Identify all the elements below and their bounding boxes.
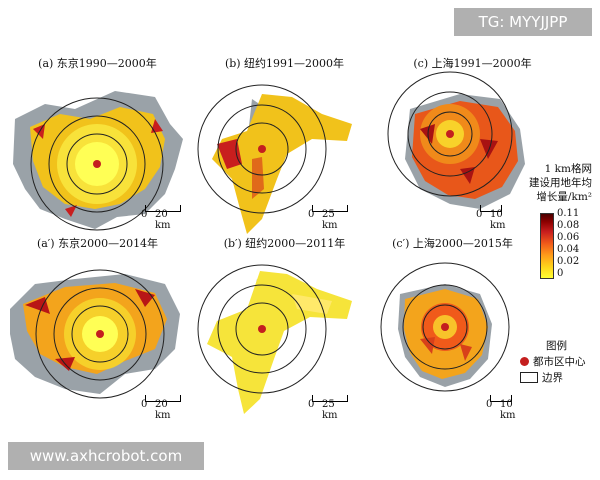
city-center-marker [441,323,449,331]
panel-title: (a) 东京1990—2000年 [38,57,157,70]
panel-tokyo-2000-2014: (a′) 东京2000—2014年 0 20 km [5,235,190,445]
watermark-bottom: www.axhcrobot.com [8,442,204,470]
city-center-marker [258,325,266,333]
colorbar-tick: 0.02 [557,256,580,267]
panel-title: (c) 上海1991—2000年 [413,57,532,70]
panel-newyork-1991-2000: (b) 纽约1991—2000年 0 25 km [192,55,377,265]
watermark-top: TG: MYYJJPP [454,8,592,36]
map-tokyo-2000-2014 [10,269,180,399]
map-newyork-1991-2000 [197,84,352,234]
city-center-marker [446,130,454,138]
city-center-marker [93,160,101,168]
city-center-marker [96,330,104,338]
legend-title: 图例 [546,340,567,352]
map-shanghai-1991-2000 [387,71,525,209]
colorbar-tick: 0.06 [557,232,580,243]
city-center-marker [258,145,266,153]
colorbar [540,213,554,279]
colorbar-tick: 0.08 [557,220,580,231]
city-center-dot-icon [520,357,529,366]
map-shanghai-2000-2015 [380,262,510,392]
panel-newyork-2000-2011: (b′) 纽约2000—2011年 0 25 km [192,235,377,445]
colorbar-tick: 0.11 [557,208,580,219]
legend-city-center: 都市区中心 [520,354,586,369]
colorbar-title-line: 增长量/km² [536,191,592,203]
panel-shanghai-1991-2000: (c) 上海1991—2000年 0 10 km [380,55,565,265]
colorbar-tick: 0.04 [557,244,580,255]
boundary-box-icon [520,372,538,383]
panel-shanghai-2000-2015: (c′) 上海2000—2015年 0 10 km [360,235,545,445]
panel-title: (a′) 东京2000—2014年 [36,237,159,250]
colorbar-title-line: 1 km格网 [544,163,592,175]
colorbar-title: 1 km格网 建设用地年均 增长量/km² [500,162,592,204]
panel-tokyo-1990-2000: (a) 东京1990—2000年 0 20 km [5,55,190,265]
map-tokyo-1990-2000 [13,91,183,231]
panel-title: (c′) 上海2000—2015年 [392,237,513,250]
panel-title: (b) 纽约1991—2000年 [224,57,345,70]
map-newyork-2000-2011 [197,264,352,414]
colorbar-title-line: 建设用地年均 [529,177,592,189]
colorbar-tick: 0 [557,268,564,279]
legend-boundary: 边界 [520,370,563,385]
panel-title: (b′) 纽约2000—2011年 [223,237,346,250]
